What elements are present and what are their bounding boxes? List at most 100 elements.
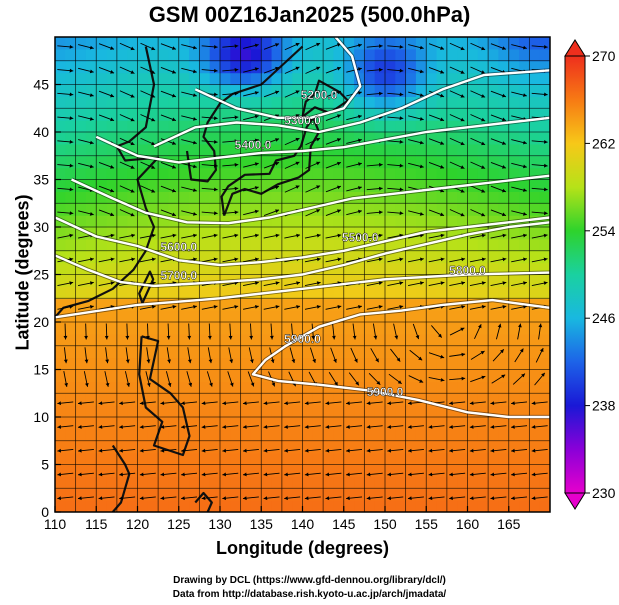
- field-cell: [158, 108, 170, 121]
- field-cell: [343, 333, 355, 347]
- wind-arrow-head: [366, 496, 371, 501]
- field-cell: [292, 167, 304, 181]
- field-cell: [405, 167, 417, 181]
- field-cell: [405, 84, 417, 97]
- field-cell: [343, 72, 355, 86]
- field-cell: [147, 179, 159, 192]
- field-cell: [519, 440, 530, 454]
- field-cell: [178, 322, 190, 335]
- field-cell: [333, 298, 345, 311]
- field-cell: [96, 500, 108, 512]
- field-cell: [230, 464, 242, 477]
- field-cell: [539, 155, 550, 169]
- field-cell: [426, 37, 438, 50]
- field-cell: [529, 60, 541, 74]
- field-cell: [302, 60, 314, 74]
- field-cell: [446, 417, 458, 430]
- field-cell: [158, 191, 170, 204]
- field-cell: [281, 274, 293, 287]
- field-cell: [65, 452, 77, 466]
- field-cell: [364, 84, 376, 97]
- field-cell: [240, 155, 252, 169]
- field-cell: [65, 274, 77, 287]
- wind-arrow-head: [119, 448, 123, 453]
- field-cell: [116, 48, 128, 62]
- field-cell: [65, 155, 77, 169]
- wind-arrow-head: [208, 335, 212, 340]
- field-cell: [457, 488, 469, 501]
- field-cell: [343, 488, 355, 501]
- field-cell: [137, 405, 149, 418]
- field-cell: [426, 203, 438, 216]
- wind-arrow-head: [214, 187, 218, 192]
- field-cell: [405, 60, 417, 74]
- field-cell: [85, 250, 97, 264]
- field-cell: [240, 464, 252, 477]
- field-cell: [508, 333, 520, 347]
- field-cell: [436, 476, 448, 489]
- field-cell: [220, 452, 231, 466]
- y-tick-label: 15: [33, 362, 49, 378]
- field-cell: [261, 405, 273, 418]
- field-cell: [55, 464, 66, 477]
- field-cell: [85, 417, 97, 430]
- field-cell: [178, 120, 190, 133]
- field-cell: [395, 143, 407, 157]
- field-cell: [457, 428, 469, 442]
- field-cell: [168, 143, 180, 157]
- field-cell: [529, 250, 541, 264]
- field-cell: [137, 227, 149, 240]
- wind-arrow-head: [214, 92, 218, 97]
- field-cell: [457, 215, 469, 228]
- field-cell: [240, 143, 252, 157]
- wind-arrow-head: [337, 66, 341, 71]
- field-cell: [178, 381, 190, 394]
- field-cell: [508, 428, 520, 442]
- contour-line: [55, 271, 550, 319]
- field-cell: [116, 381, 128, 394]
- wind-arrow-head: [337, 185, 341, 190]
- wind-arrow-head: [214, 45, 218, 49]
- field-cell: [96, 108, 108, 121]
- field-cell: [199, 96, 211, 109]
- field-cell: [292, 452, 304, 466]
- wind-arrow-head: [543, 281, 548, 285]
- field-cell: [323, 132, 335, 145]
- field-cell: [189, 286, 200, 299]
- field-cell: [209, 120, 221, 133]
- field-cell: [312, 167, 324, 181]
- field-cell: [199, 155, 211, 169]
- wind-arrow-head: [234, 91, 239, 96]
- field-cell: [75, 310, 87, 323]
- field-cell: [55, 179, 66, 192]
- field-cell: [85, 274, 97, 287]
- field-cell: [354, 310, 365, 323]
- field-cell: [271, 167, 283, 181]
- field-cell: [220, 357, 231, 371]
- field-cell: [395, 120, 407, 133]
- field-cell: [147, 440, 159, 454]
- wind-arrow-head: [290, 335, 295, 340]
- wind-arrow-head: [295, 161, 300, 166]
- field-cell: [116, 72, 128, 86]
- x-tick-label: 125: [167, 516, 191, 532]
- wind-arrow-head: [160, 496, 165, 501]
- wind-arrow-head: [187, 335, 192, 340]
- field-cell: [477, 60, 489, 74]
- field-cell: [261, 179, 273, 192]
- field-cell: [250, 37, 262, 50]
- field-cell: [220, 132, 231, 145]
- field-cell: [323, 143, 335, 157]
- field-cell: [395, 84, 407, 97]
- field-cell: [333, 155, 345, 169]
- wind-arrow-head: [334, 381, 338, 386]
- field-cell: [508, 132, 520, 145]
- field-cell: [498, 120, 510, 133]
- field-cell: [199, 191, 211, 204]
- field-cell: [467, 48, 479, 62]
- field-cell: [508, 381, 520, 394]
- wind-arrow-head: [104, 335, 109, 340]
- field-cell: [426, 476, 438, 489]
- field-cell: [116, 155, 128, 169]
